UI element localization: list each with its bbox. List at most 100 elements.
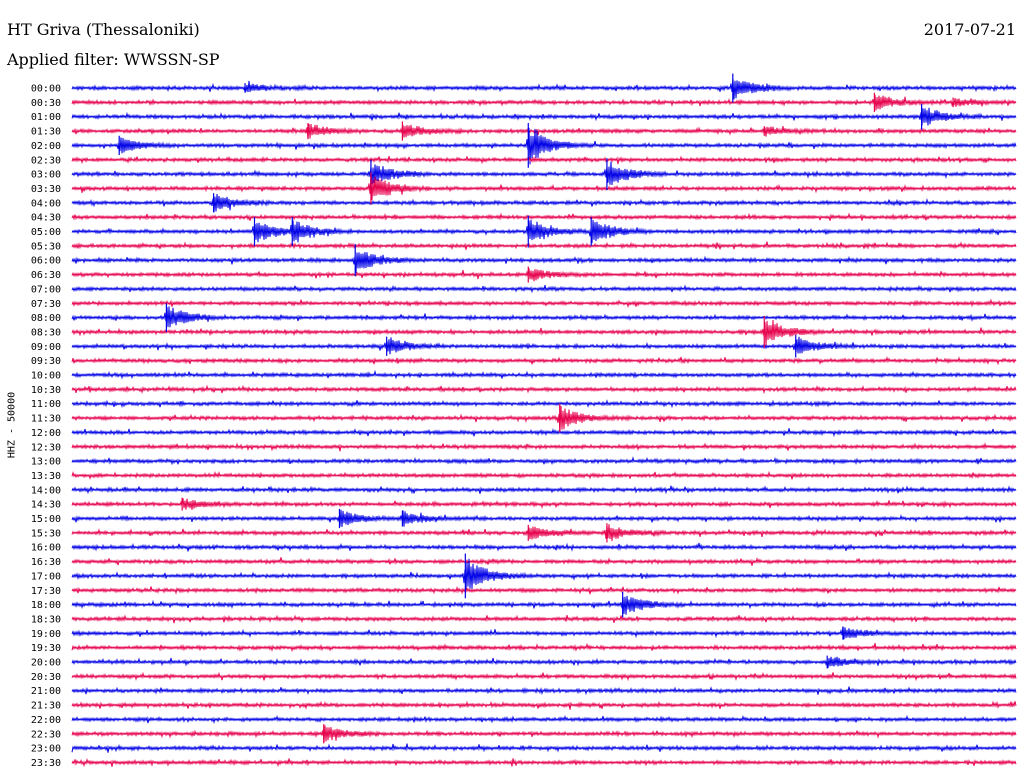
trace-line bbox=[71, 306, 1017, 328]
trace-line bbox=[71, 524, 1017, 541]
row-time-label: 02:30 bbox=[31, 155, 61, 166]
row-time-label: 23:00 bbox=[31, 744, 61, 755]
row-time-label: 12:00 bbox=[31, 428, 61, 439]
trace-line bbox=[71, 700, 1017, 710]
row-time-label: 01:00 bbox=[31, 112, 61, 123]
row-time-label: 14:00 bbox=[31, 485, 61, 496]
row-time-label: 14:30 bbox=[31, 500, 61, 511]
trace-line bbox=[71, 743, 1017, 753]
trace-line bbox=[71, 405, 1017, 432]
row-time-label: 11:00 bbox=[31, 399, 61, 410]
row-time-label: 15:30 bbox=[31, 528, 61, 539]
row-time-label: 10:30 bbox=[31, 385, 61, 396]
row-time-label: 22:30 bbox=[31, 729, 61, 740]
trace-line bbox=[71, 219, 1017, 244]
row-time-label: 18:00 bbox=[31, 600, 61, 611]
row-time-label: 09:00 bbox=[31, 342, 61, 353]
trace-line bbox=[71, 757, 1017, 768]
row-time-label: 17:00 bbox=[31, 571, 61, 582]
row-time-label: 15:00 bbox=[31, 514, 61, 525]
trace-line bbox=[71, 107, 1017, 126]
row-time-label: 16:30 bbox=[31, 557, 61, 568]
trace-line bbox=[71, 595, 1017, 615]
row-time-label: 11:30 bbox=[31, 414, 61, 425]
row-time-label: 23:30 bbox=[31, 758, 61, 769]
row-time-label: 20:00 bbox=[31, 658, 61, 669]
trace-line bbox=[71, 161, 1017, 185]
row-time-label: 17:30 bbox=[31, 586, 61, 597]
trace-line bbox=[71, 268, 1017, 282]
row-time-label: 02:00 bbox=[31, 141, 61, 152]
filter-label: Applied filter: WWSSN-SP bbox=[7, 50, 220, 69]
trace-line bbox=[71, 725, 1017, 743]
trace-line bbox=[71, 336, 1017, 355]
row-time-label: 06:30 bbox=[31, 270, 61, 281]
trace-line bbox=[71, 470, 1017, 480]
station-title: HT Griva (Thessaloniki) bbox=[7, 20, 200, 39]
trace-line bbox=[71, 241, 1017, 251]
row-time-label: 07:30 bbox=[31, 299, 61, 310]
row-time-label: 13:00 bbox=[31, 457, 61, 468]
trace-line bbox=[71, 212, 1017, 222]
trace-line bbox=[71, 78, 1017, 100]
trace-line bbox=[71, 94, 1017, 111]
trace-line bbox=[71, 585, 1017, 595]
trace-line bbox=[71, 428, 1017, 438]
trace-line bbox=[71, 442, 1017, 452]
row-time-label: 01:30 bbox=[31, 127, 61, 138]
trace-line bbox=[71, 714, 1017, 725]
row-time-label: 00:30 bbox=[31, 98, 61, 109]
trace-line bbox=[71, 558, 1017, 591]
trace-line bbox=[71, 127, 1017, 165]
row-time-label: 08:00 bbox=[31, 313, 61, 324]
row-time-label: 03:00 bbox=[31, 170, 61, 181]
trace-line bbox=[71, 284, 1017, 294]
row-time-label: 21:00 bbox=[31, 686, 61, 697]
row-time-label: 13:30 bbox=[31, 471, 61, 482]
trace-line bbox=[71, 686, 1017, 696]
date-label: 2017-07-21 bbox=[923, 20, 1016, 39]
trace-line bbox=[71, 626, 1017, 640]
row-time-label: 20:30 bbox=[31, 672, 61, 683]
trace-line bbox=[71, 369, 1017, 380]
trace-line bbox=[71, 251, 1017, 274]
row-time-label: 19:30 bbox=[31, 643, 61, 654]
row-time-label: 08:30 bbox=[31, 327, 61, 338]
trace-line bbox=[71, 194, 1017, 213]
row-time-label: 04:30 bbox=[31, 213, 61, 224]
row-time-label: 07:00 bbox=[31, 284, 61, 295]
row-time-label: 19:00 bbox=[31, 629, 61, 640]
trace-line bbox=[71, 298, 1017, 309]
row-time-label: 18:30 bbox=[31, 614, 61, 625]
row-time-label: 10:00 bbox=[31, 371, 61, 382]
trace-line bbox=[71, 498, 1017, 510]
row-time-label: 12:30 bbox=[31, 442, 61, 453]
row-time-label: 05:00 bbox=[31, 227, 61, 238]
row-time-label: 00:00 bbox=[31, 84, 61, 95]
trace-line bbox=[71, 384, 1017, 395]
trace-line bbox=[71, 174, 1017, 201]
row-time-label: 21:30 bbox=[31, 701, 61, 712]
trace-line bbox=[71, 155, 1017, 165]
row-time-label: 22:00 bbox=[31, 715, 61, 726]
trace-line bbox=[71, 319, 1017, 346]
trace-line bbox=[71, 671, 1017, 682]
trace-line bbox=[71, 656, 1017, 669]
trace-line bbox=[71, 642, 1017, 653]
trace-line bbox=[71, 123, 1017, 140]
trace-line bbox=[71, 509, 1017, 528]
row-time-label: 05:30 bbox=[31, 241, 61, 252]
row-time-label: 09:30 bbox=[31, 356, 61, 367]
trace-line bbox=[71, 485, 1017, 495]
trace-line bbox=[71, 614, 1017, 624]
trace-line bbox=[71, 456, 1017, 466]
row-time-label: 03:30 bbox=[31, 184, 61, 195]
row-time-label: 06:00 bbox=[31, 256, 61, 267]
row-time-label: 16:00 bbox=[31, 543, 61, 554]
trace-line bbox=[71, 557, 1017, 566]
trace-line bbox=[71, 399, 1017, 409]
trace-line bbox=[71, 542, 1017, 553]
row-time-label: 04:00 bbox=[31, 198, 61, 209]
trace-line bbox=[71, 355, 1017, 366]
